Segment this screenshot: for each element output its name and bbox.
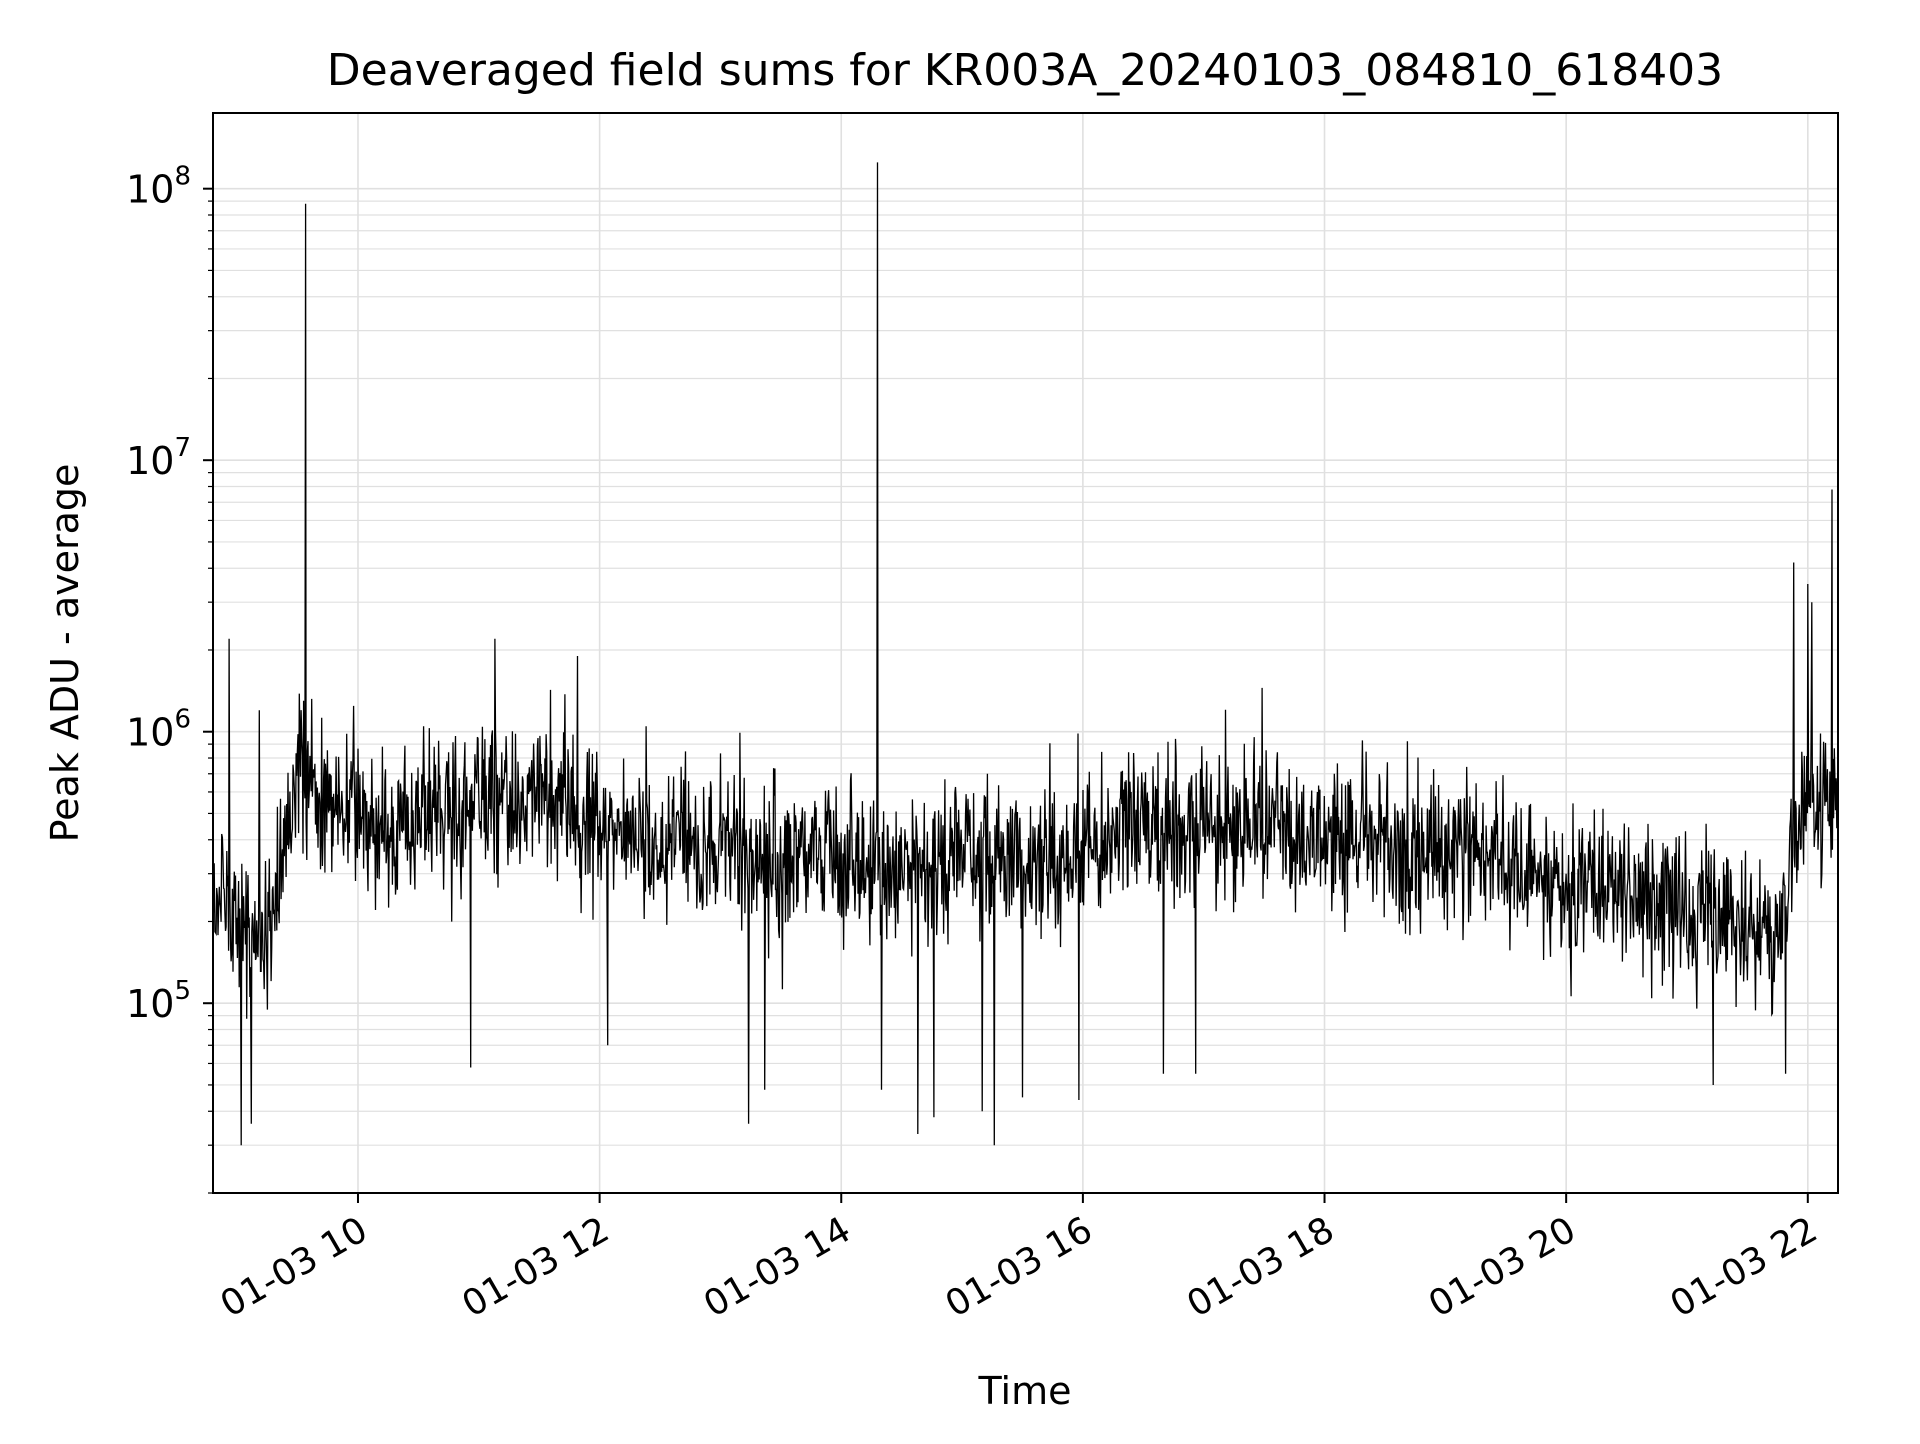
y-tick-label-base: 10 [126, 168, 174, 212]
x-tick-label: 01-03 16 [939, 1209, 1100, 1325]
x-tick-label: 01-03 22 [1664, 1209, 1825, 1325]
y-tick-label: 106 [126, 705, 191, 755]
y-tick-label-base: 10 [126, 711, 174, 755]
x-axis-label: Time [978, 1369, 1072, 1413]
x-tick-label: 01-03 20 [1422, 1209, 1583, 1325]
y-axis-label: Peak ADU - average [43, 464, 87, 843]
y-tick-label: 108 [126, 162, 191, 212]
y-tick-label-exponent: 8 [174, 162, 191, 192]
chart-title: Deaveraged field sums for KR003A_2024010… [327, 45, 1723, 96]
y-tick-label-exponent: 5 [174, 976, 191, 1006]
x-tick-label: 01-03 18 [1180, 1209, 1341, 1325]
x-tick-label: 01-03 12 [455, 1209, 616, 1325]
y-tick-label: 107 [126, 433, 191, 483]
y-tick-label: 105 [126, 976, 191, 1026]
series-line [213, 162, 1838, 1146]
y-tick-label-base: 10 [126, 439, 174, 483]
y-tick-label-exponent: 7 [174, 433, 191, 463]
y-tick-label-exponent: 6 [174, 705, 191, 735]
x-tick-label: 01-03 14 [697, 1209, 858, 1325]
grid-layer [213, 113, 1838, 1194]
y-tick-label-base: 10 [126, 982, 174, 1026]
plot-layer [213, 162, 1838, 1146]
plot-frame [212, 112, 1839, 1194]
axes-layer [212, 112, 1839, 1194]
x-tick-label: 01-03 10 [214, 1209, 375, 1325]
